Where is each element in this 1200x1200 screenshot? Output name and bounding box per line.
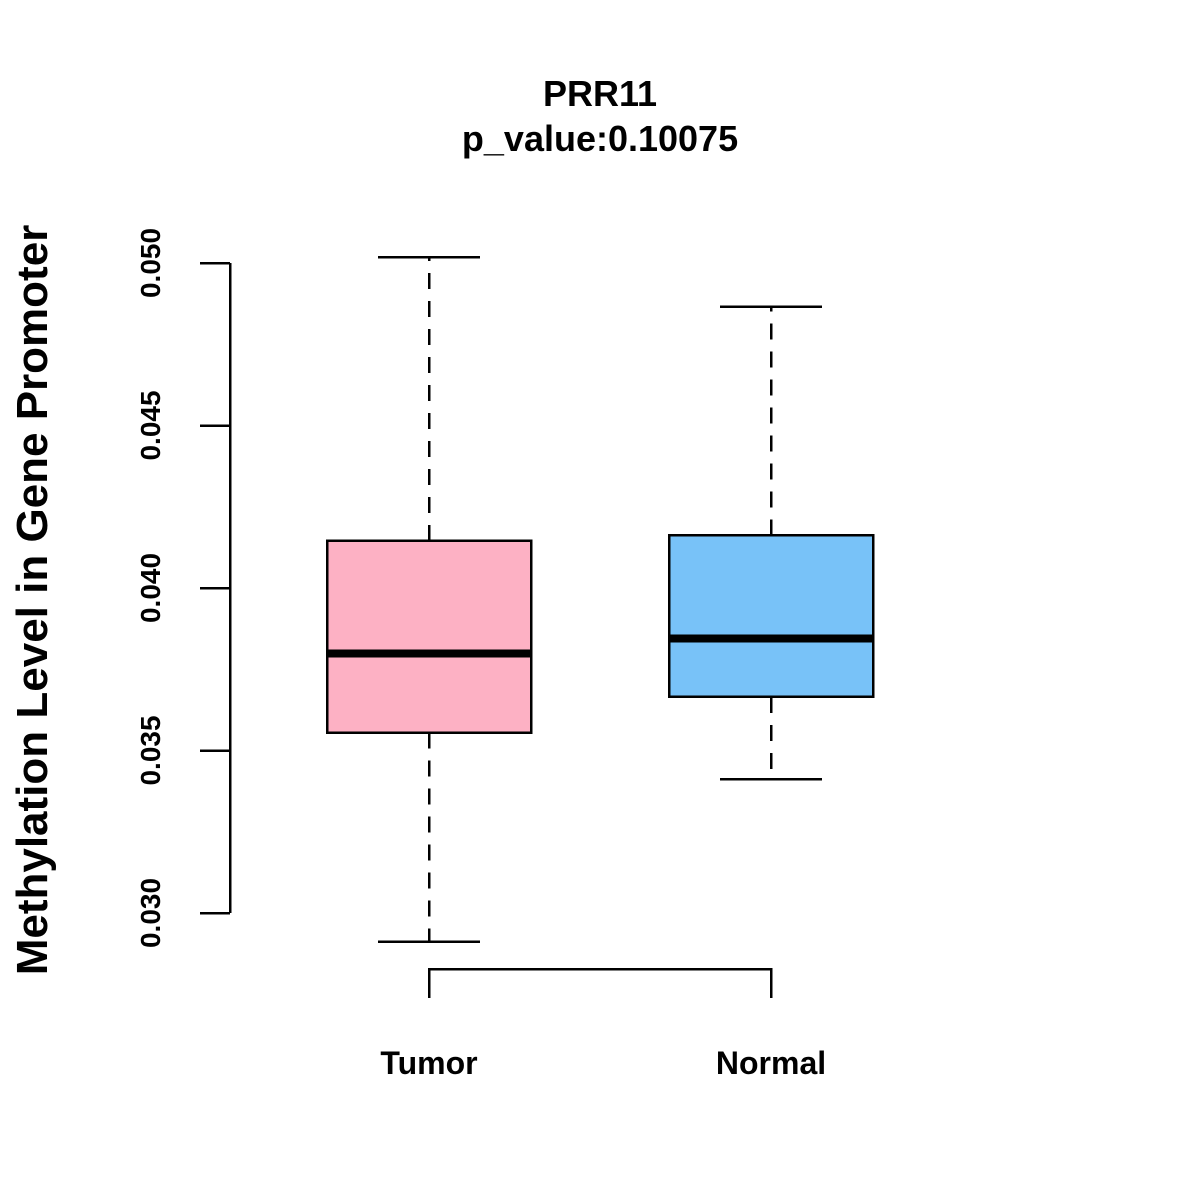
- category-labels: Tumor Normal: [380, 1045, 826, 1081]
- y-tick-label: 0.035: [135, 715, 166, 785]
- y-tick-label: 0.050: [135, 228, 166, 298]
- x-category-label: Normal: [716, 1045, 826, 1081]
- comparison-bracket: [427, 967, 773, 998]
- y-tick-label: 0.045: [135, 390, 166, 460]
- y-tick-label: 0.040: [135, 553, 166, 623]
- box-tumor: [325, 256, 533, 943]
- chart-title: PRR11: [543, 73, 657, 114]
- y-axis: 0.030 0.035 0.040 0.045 0.050: [135, 228, 232, 948]
- iqr-box: [325, 539, 533, 734]
- box-normal: [667, 305, 875, 781]
- y-tick-label: 0.030: [135, 878, 166, 948]
- x-category-label: Tumor: [380, 1045, 477, 1081]
- iqr-box: [667, 534, 875, 699]
- bracket-line: [427, 967, 773, 998]
- chart-subtitle: p_value:0.10075: [462, 118, 738, 159]
- y-axis-title: Methylation Level in Gene Promoter: [8, 225, 57, 976]
- box-series: [325, 256, 875, 943]
